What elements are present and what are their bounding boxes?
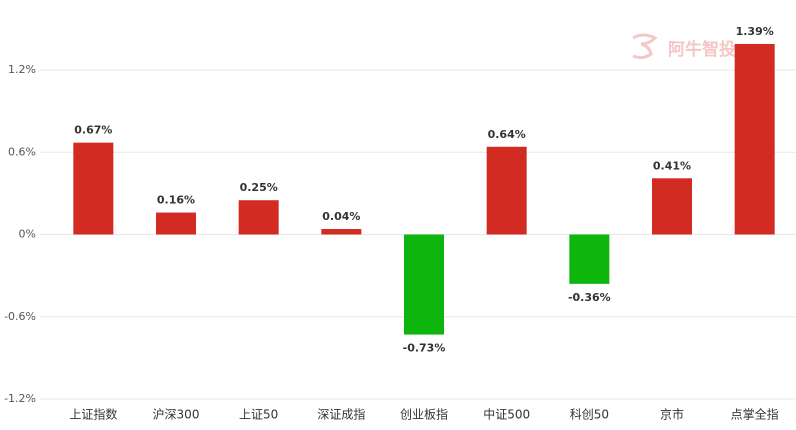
bar: [238, 200, 279, 235]
bar: [404, 234, 444, 335]
value-label: 0.04%: [322, 210, 360, 223]
x-tick-label: 中证500: [483, 407, 530, 422]
watermark-logo: 阿牛智投: [632, 33, 736, 60]
y-tick-label: -1.2%: [4, 392, 36, 405]
y-tick-label: 1.2%: [8, 63, 36, 76]
bar: [156, 212, 196, 235]
watermark-icon: [632, 33, 658, 60]
x-tick-label: 深证成指: [317, 407, 365, 422]
x-tick-label: 科创50: [570, 408, 609, 422]
value-label: -0.36%: [568, 291, 611, 304]
x-tick-label: 创业板指: [400, 407, 448, 422]
x-tick-label: 上证指数: [69, 407, 117, 422]
bar: [652, 178, 692, 235]
bar: [486, 146, 527, 235]
x-tick-label: 点掌全指: [731, 407, 779, 422]
x-tick-label: 京市: [660, 407, 684, 422]
value-label: 0.25%: [240, 181, 278, 194]
value-label: 0.41%: [653, 159, 691, 172]
value-label: 1.39%: [736, 25, 774, 38]
bar: [734, 43, 775, 235]
value-label: 0.67%: [74, 124, 112, 137]
y-tick-label: 0%: [19, 228, 36, 241]
x-tick-label: 沪深300: [153, 408, 200, 422]
bar: [321, 229, 362, 235]
y-tick-label: 0.6%: [8, 145, 36, 158]
y-tick-label: -0.6%: [4, 310, 36, 323]
value-label: -0.73%: [403, 342, 446, 355]
bar: [73, 142, 114, 235]
value-label: 0.16%: [157, 194, 195, 207]
x-tick-label: 上证50: [239, 408, 278, 422]
bar: [569, 234, 610, 284]
value-label: 0.64%: [488, 128, 526, 141]
watermark: 阿牛智投: [668, 39, 736, 60]
